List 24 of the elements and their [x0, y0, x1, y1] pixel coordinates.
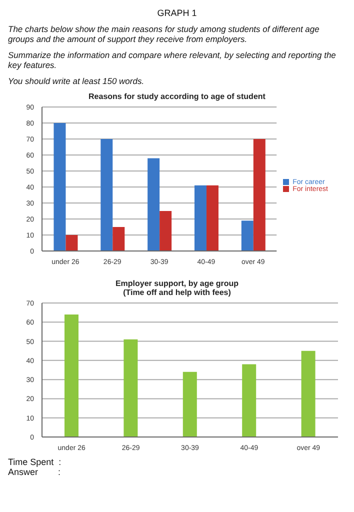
bar: [253, 139, 266, 251]
bar: [112, 227, 125, 251]
caption: GRAPH 1: [156, 8, 198, 18]
text: The charts below show the main reasons for study among students of different age groups and the amount of support they receive from employers.: [8, 24, 320, 44]
text: You should write at least 150 words.: [8, 76, 146, 86]
bar: [66, 235, 78, 251]
bar: [54, 123, 66, 251]
text: Summarize the information and compare where relevant, by selecting and reporting the key features.: [8, 50, 337, 70]
bar: [64, 314, 78, 437]
bar: [301, 350, 316, 437]
chart-title: Reasons for study according to age of student: [88, 92, 266, 101]
text: Time Spent :: [8, 457, 62, 467]
chart-subtitle: (Time off and help with fees): [122, 288, 232, 297]
bar: [194, 185, 206, 251]
bar: [100, 139, 113, 251]
bar: [241, 220, 254, 251]
bar: [206, 185, 218, 251]
bar: [148, 158, 160, 251]
bar: [124, 339, 138, 437]
bar: [160, 211, 172, 251]
text: Answer :: [8, 467, 62, 477]
chart-title: Employer support, by age group: [114, 279, 240, 288]
bar: [182, 372, 197, 437]
bar: [242, 364, 256, 437]
